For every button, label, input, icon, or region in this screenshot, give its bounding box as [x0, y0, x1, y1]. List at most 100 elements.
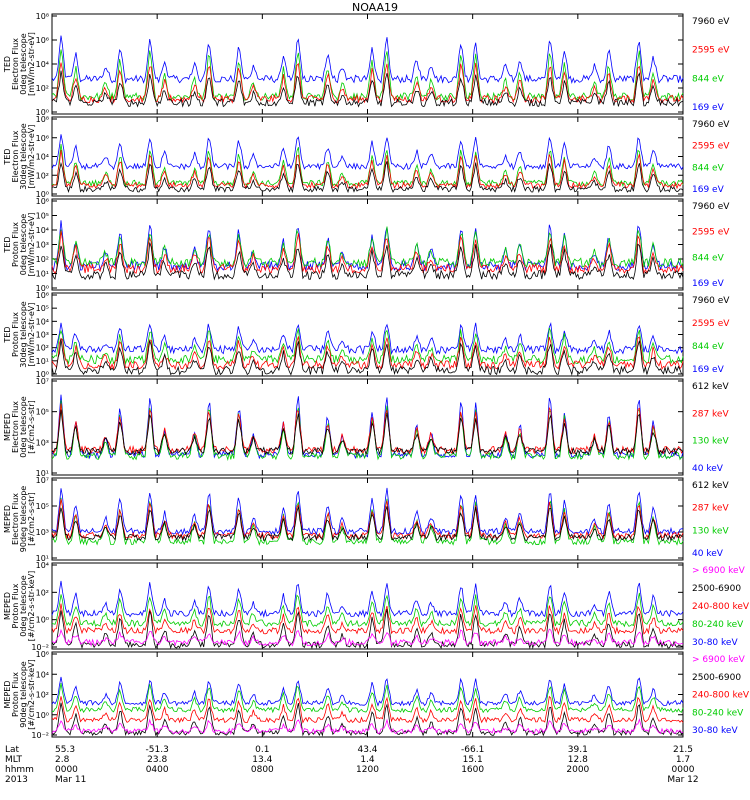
y-axis-label: 30deg telescope — [19, 301, 28, 368]
y-tick-label: 10³ — [36, 241, 49, 250]
legend-entry: 240-800 keV — [692, 602, 750, 612]
series-line-7960-ev — [51, 70, 684, 108]
legend-entry: 40 keV — [692, 549, 724, 559]
x-row-label: Lat — [5, 745, 20, 755]
panel-1: 10⁰ 10² 10⁴ 10⁶ 10⁸ TED Electron Flux 0deg tele… — [3, 12, 730, 117]
series-line-30-80-kev — [51, 676, 684, 707]
legend-entry: 612 keV — [692, 481, 729, 491]
y-axis-label: Electron Flux — [11, 130, 20, 182]
x-row-label: hhmm — [5, 765, 34, 775]
x-tick-label: 0400 — [146, 765, 169, 775]
y-axis-label: Proton Flux — [11, 222, 20, 267]
series-line-80-240-kev — [51, 683, 684, 714]
series-line-80-240-kev — [51, 592, 684, 628]
legend-entry: 7960 eV — [692, 296, 730, 306]
x-tick-label: 12.8 — [568, 755, 588, 765]
x-tick-label: 2000 — [566, 765, 589, 775]
series-line-30-80-kev — [51, 580, 684, 618]
y-axis-label: 0deg telescope — [19, 33, 28, 94]
series-line-169-ev — [51, 35, 684, 85]
y-tick-label: 10³ — [36, 331, 49, 340]
y-axis-label: [#/cm2-s-str-keV] — [27, 659, 36, 730]
series-line-130-kev — [51, 400, 683, 461]
legend-entry: 80-240 keV — [692, 620, 744, 630]
x-tick-label: 0800 — [251, 765, 274, 775]
y-axis-label: TED — [3, 56, 12, 73]
y-tick-label: 10⁻² — [31, 731, 49, 740]
y-tick-label: 10¹ — [36, 270, 49, 279]
x-tick-label: 13.4 — [252, 755, 272, 765]
legend-entry: 2595 eV — [692, 228, 730, 238]
y-tick-label: 10⁰ — [36, 284, 49, 293]
y-tick-label: 10³ — [36, 438, 49, 447]
y-axis-label: [mW/m2-str-eV] — [27, 125, 36, 189]
x-tick-label: 23.8 — [147, 755, 167, 765]
x-tick-label: 55.3 — [55, 745, 75, 755]
chart-title: NOAA19 — [351, 1, 399, 14]
y-tick-label: 10⁵ — [36, 212, 49, 221]
legend-entry: 240-800 keV — [692, 691, 750, 701]
y-tick-label: 10⁵ — [36, 304, 49, 313]
y-axis-label: [#/cm2-s-str] — [27, 400, 36, 453]
legend-entry: 40 keV — [692, 464, 724, 474]
panel-3: 10⁰ 10¹ 10² 10³ 10⁴ 10⁵ 10⁶ TED Proton Flux 0deg … — [3, 197, 730, 293]
y-axis-label: TED — [3, 326, 12, 343]
y-axis-label: TED — [3, 148, 12, 165]
legend-entry: 844 eV — [692, 163, 725, 173]
y-tick-label: 10⁶ — [36, 291, 49, 300]
y-tick-label: 10² — [36, 344, 49, 353]
y-tick-label: 10¹ — [36, 357, 49, 366]
y-axis-label: MEPED — [3, 681, 12, 709]
y-tick-label: 10⁷ — [36, 476, 49, 485]
series-line-7960-ev — [51, 161, 684, 194]
x-tick-label: 39.1 — [568, 745, 588, 755]
legend-entry: > 6900 keV — [692, 566, 746, 576]
legend-entry: 2500-6900 — [692, 584, 741, 594]
series-line-612-kev — [51, 409, 684, 456]
panel-2: 10⁰ 10² 10⁴ 10⁶ 10⁸ TED Electron Flux 30deg tel… — [3, 115, 730, 199]
y-tick-label: 10⁰ — [36, 711, 49, 720]
y-tick-label: 10⁴ — [36, 317, 49, 326]
panel-8: 10⁻² 10⁰ 10² 10⁴ 10⁶ MEPED Proton Flux 90deg te… — [3, 650, 750, 740]
legend-entry: 169 eV — [692, 103, 725, 113]
legend-entry: 30-80 keV — [692, 638, 738, 648]
y-axis-label: [#/cm2-s-str] — [27, 492, 36, 545]
y-tick-label: 10⁶ — [36, 134, 49, 143]
y-axis-label: 0deg telescope — [19, 214, 28, 275]
y-axis-label: MEPED — [3, 505, 12, 533]
panel-6: 10¹ 10³ 10⁵ 10⁷ MEPED Electron Flux 90deg tele… — [3, 476, 729, 563]
y-tick-label: 10⁴ — [36, 226, 49, 235]
y-tick-label: 10⁸ — [36, 115, 49, 124]
y-tick-label: 10⁶ — [36, 36, 49, 45]
legend-entry: 130 keV — [692, 526, 729, 536]
x-tick-label: 21.5 — [673, 745, 693, 755]
y-tick-label: 10⁻² — [31, 643, 49, 652]
panel-4: 10⁰ 10¹ 10² 10³ 10⁴ 10⁵ 10⁶ TED Proton Flux 30deg… — [3, 291, 730, 379]
series-line--6900-kev — [51, 628, 684, 648]
x-tick-label: -51.3 — [146, 745, 169, 755]
y-axis-label: [mW/m2-str-eV] — [27, 303, 36, 367]
legend-entry: 7960 eV — [692, 17, 730, 27]
y-tick-label: 10² — [36, 171, 49, 180]
y-tick-label: 10⁴ — [36, 561, 49, 570]
panel-7: 10⁻² 10⁰ 10² 10⁴ MEPED Proton Flux 0deg telesc… — [3, 561, 750, 652]
panel-5: 10¹ 10³ 10⁵ 10⁷ MEPED Electron Flux 0deg teles… — [3, 377, 729, 478]
legend-entry: 7960 eV — [692, 120, 730, 130]
y-tick-label: 10² — [36, 255, 49, 264]
y-axis-label: 30deg telescope — [19, 123, 28, 190]
legend-entry: > 6900 keV — [692, 655, 746, 665]
panel-frame — [51, 198, 684, 291]
y-tick-label: 10² — [36, 588, 49, 597]
y-tick-label: 10⁵ — [36, 408, 49, 417]
y-axis-label: 0deg telescope — [19, 396, 28, 457]
y-tick-label: 10⁵ — [36, 502, 49, 511]
y-axis-label: Proton Flux — [11, 583, 20, 628]
y-tick-label: 10⁸ — [36, 12, 49, 21]
x-tick-label: 1.7 — [676, 755, 690, 765]
series-line-169-ev — [51, 134, 684, 171]
y-tick-label: 10² — [36, 84, 49, 93]
series-line-287-kev — [51, 499, 684, 540]
y-axis-label: [mW/m2-str-eV] — [27, 32, 36, 96]
y-tick-label: 10¹ — [36, 469, 49, 478]
series-line-169-ev — [51, 220, 684, 272]
